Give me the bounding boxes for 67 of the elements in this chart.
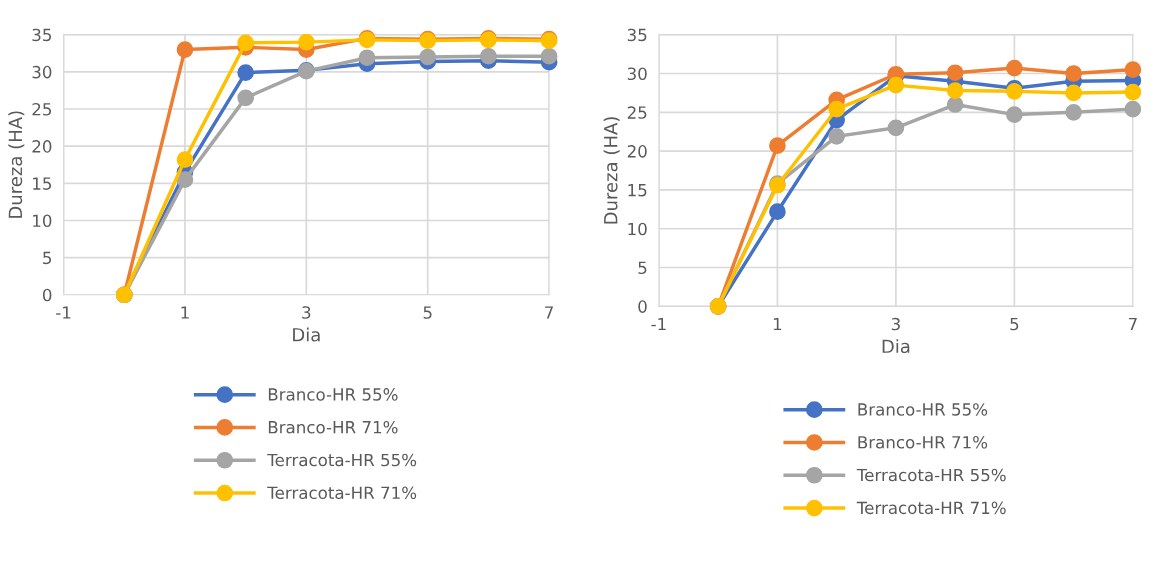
legend-label: Branco-HR 55% — [268, 388, 398, 401]
y-tick-label: 25 — [32, 102, 52, 116]
point — [1124, 83, 1142, 101]
point — [887, 76, 905, 94]
point — [1124, 61, 1142, 78]
point — [419, 48, 437, 66]
x-tick-label: 7 — [545, 306, 553, 319]
point — [176, 151, 194, 168]
y-tick-label: 5 — [638, 261, 647, 275]
y-tick-label: 30 — [627, 67, 647, 81]
point — [1065, 65, 1082, 82]
x-tick-label: 1 — [181, 306, 189, 319]
y-tick-label: 10 — [33, 214, 52, 228]
point — [1006, 83, 1023, 100]
legend-label: Terracota-HR 55% — [856, 468, 1006, 482]
point — [769, 203, 786, 220]
point — [1124, 100, 1142, 118]
legend-label: Terracota-HR 71% — [267, 486, 417, 500]
point — [237, 89, 254, 107]
x-tick-label: -1 — [651, 317, 666, 331]
y-tick-label: 5 — [43, 251, 52, 265]
point — [1006, 106, 1023, 123]
point — [480, 47, 497, 65]
x-tick-label: 5 — [1010, 317, 1019, 331]
point — [1065, 84, 1082, 102]
legend-label: Branco-HR 71% — [858, 435, 988, 449]
y-tick-label: 25 — [627, 106, 647, 119]
x-tick-label: -1 — [56, 306, 71, 319]
point — [358, 49, 376, 67]
point — [1065, 103, 1082, 121]
point — [828, 100, 845, 118]
y-tick-label: 0 — [42, 288, 52, 302]
x-axis-title: Dia — [293, 327, 320, 342]
point — [946, 82, 964, 99]
x-tick-label: 3 — [302, 306, 311, 319]
point — [769, 137, 786, 155]
x-tick-label: 5 — [423, 306, 432, 319]
point — [176, 171, 194, 188]
y-tick-label: 0 — [638, 300, 647, 313]
y-tick-label: 35 — [32, 28, 52, 42]
point — [946, 96, 964, 113]
legend-label: Branco-HR 55% — [858, 403, 988, 416]
x-tick-label: 3 — [891, 317, 900, 331]
x-tick-label: 7 — [1128, 317, 1137, 331]
y-tick-label: 20 — [627, 145, 647, 158]
point — [887, 119, 905, 137]
y-tick-label: 30 — [32, 65, 52, 79]
point — [237, 34, 254, 52]
x-tick-label: 1 — [773, 317, 782, 331]
point — [298, 33, 315, 51]
point — [1006, 59, 1023, 77]
y-tick-label: 15 — [628, 184, 647, 197]
point — [237, 64, 254, 81]
y-tick-label: 10 — [628, 222, 647, 236]
point — [828, 128, 845, 145]
y-axis-title: Dureza (HA) — [603, 117, 620, 224]
y-tick-label: 15 — [33, 177, 52, 190]
legend-label: Branco-HR 71% — [268, 420, 398, 434]
point — [176, 41, 194, 58]
y-tick-label: 35 — [627, 28, 647, 42]
y-axis-title: Dureza (HA) — [8, 111, 25, 218]
x-axis-title: Dia — [882, 339, 910, 354]
point — [946, 64, 964, 82]
y-tick-label: 20 — [32, 140, 52, 153]
legend-label: Terracota-HR 71% — [856, 501, 1006, 515]
point — [540, 47, 558, 65]
legend-label: Terracota-HR 55% — [267, 453, 417, 467]
